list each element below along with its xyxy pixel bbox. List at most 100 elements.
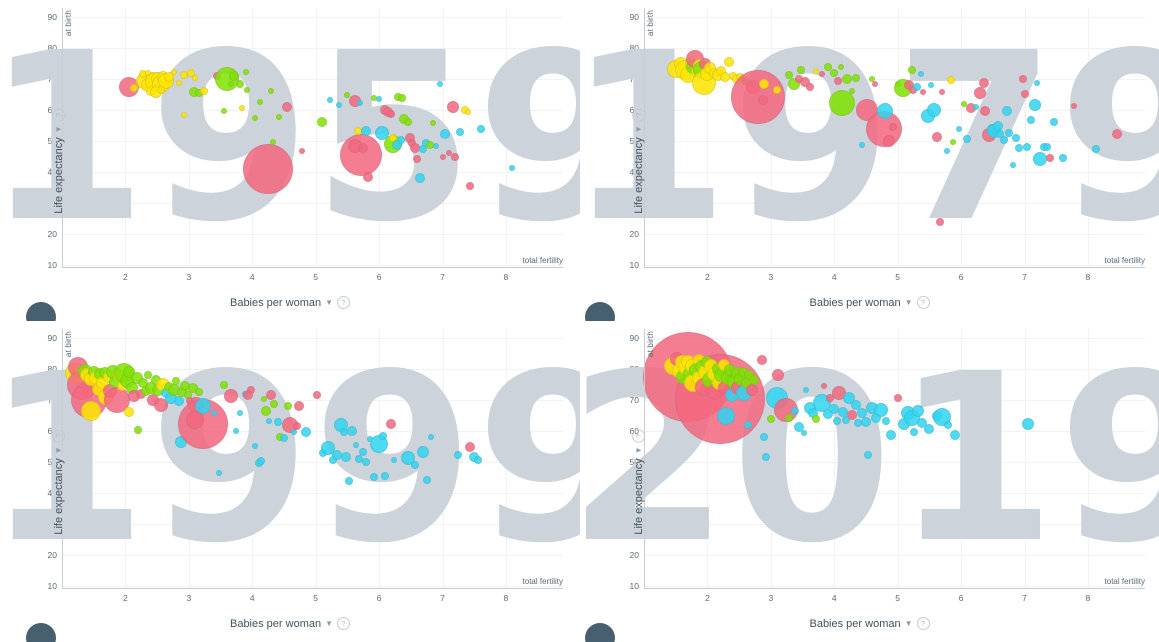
- bubble[interactable]: [841, 74, 852, 85]
- bubble[interactable]: [749, 375, 760, 386]
- bubble[interactable]: [882, 135, 895, 148]
- bubble[interactable]: [354, 455, 363, 463]
- bubble[interactable]: [812, 414, 821, 423]
- bubble[interactable]: [216, 470, 223, 477]
- bubble[interactable]: [173, 396, 184, 407]
- bubble[interactable]: [1049, 117, 1058, 126]
- bubble[interactable]: [766, 414, 775, 423]
- y-axis-title[interactable]: Life expectancy ▼?: [632, 107, 646, 213]
- bubble[interactable]: [269, 138, 276, 145]
- bubble[interactable]: [821, 382, 828, 389]
- bubble[interactable]: [170, 69, 177, 76]
- bubble[interactable]: [353, 442, 360, 449]
- bubble[interactable]: [256, 99, 263, 106]
- bubble[interactable]: [339, 427, 348, 436]
- bubble[interactable]: [439, 153, 446, 160]
- bubble[interactable]: [1026, 116, 1035, 125]
- panel-1999[interactable]: 23456789080706050403020101999at birthtot…: [0, 321, 580, 642]
- bubble[interactable]: [744, 420, 752, 429]
- bubble[interactable]: [960, 100, 967, 107]
- bubble[interactable]: [144, 371, 153, 380]
- help-icon[interactable]: ?: [916, 296, 930, 309]
- bubble[interactable]: [946, 75, 955, 84]
- plot-area-1979[interactable]: 23456789080706050403020101979at birthtot…: [580, 8, 1159, 281]
- bubble[interactable]: [229, 71, 240, 82]
- panel-2019[interactable]: 2 3 4 5 6 7 8 90 80 70 60 50 40 30 20 10 2019 at birth tot…: [580, 321, 1159, 642]
- bubble[interactable]: [800, 76, 811, 87]
- bubble[interactable]: [828, 90, 855, 117]
- bubble[interactable]: [773, 85, 782, 94]
- y-axis-title[interactable]: Life expectancy ▼?: [52, 428, 66, 534]
- plot-area-1999[interactable]: 23456789080706050403020101999at birthtot…: [0, 329, 580, 602]
- bubble[interactable]: [927, 102, 942, 117]
- bubble[interactable]: [413, 155, 422, 164]
- bubble[interactable]: [456, 128, 465, 137]
- bubble[interactable]: [826, 394, 835, 403]
- bubble[interactable]: [321, 441, 336, 456]
- bubble[interactable]: [1034, 79, 1041, 86]
- bubble[interactable]: [453, 451, 462, 460]
- bubble[interactable]: [1001, 106, 1012, 117]
- bubble[interactable]: [192, 74, 199, 81]
- bubble[interactable]: [860, 416, 871, 427]
- bubble[interactable]: [874, 403, 889, 418]
- bubble[interactable]: [850, 400, 861, 411]
- bubble[interactable]: [876, 102, 893, 119]
- bubble[interactable]: [745, 384, 758, 397]
- bubble[interactable]: [859, 141, 866, 148]
- bubble[interactable]: [179, 71, 188, 80]
- bubble[interactable]: [797, 65, 806, 74]
- bubble[interactable]: [292, 422, 301, 431]
- bubble[interactable]: [261, 405, 272, 416]
- bubble[interactable]: [1010, 161, 1017, 168]
- bubble[interactable]: [251, 443, 258, 449]
- bubble[interactable]: [465, 442, 476, 453]
- x-axis-title[interactable]: Babies per woman ▼?: [0, 617, 580, 630]
- chevron-down-icon[interactable]: ▼: [633, 124, 643, 133]
- bubble[interactable]: [1028, 98, 1041, 111]
- bubble[interactable]: [232, 428, 239, 435]
- bubble[interactable]: [235, 80, 244, 89]
- bubble[interactable]: [474, 455, 483, 464]
- bubble[interactable]: [963, 134, 972, 143]
- help-icon[interactable]: ?: [52, 107, 66, 121]
- bubble[interactable]: [417, 445, 430, 458]
- bubble[interactable]: [386, 109, 395, 118]
- bubble[interactable]: [134, 425, 143, 434]
- x-axis-title[interactable]: Babies per woman ▼?: [580, 617, 1159, 630]
- help-icon[interactable]: ?: [52, 428, 66, 442]
- bubble[interactable]: [451, 152, 460, 161]
- bubble[interactable]: [156, 85, 165, 94]
- bubble[interactable]: [440, 128, 451, 139]
- bubble[interactable]: [886, 430, 897, 441]
- bubble[interactable]: [446, 100, 459, 113]
- help-icon[interactable]: ?: [337, 296, 351, 309]
- bubble[interactable]: [888, 122, 897, 131]
- bubble[interactable]: [910, 427, 919, 436]
- chevron-down-icon[interactable]: ▼: [53, 445, 63, 454]
- bubble[interactable]: [357, 99, 364, 106]
- bubble[interactable]: [414, 173, 425, 184]
- bubble[interactable]: [436, 80, 443, 87]
- bubble[interactable]: [227, 81, 234, 88]
- help-icon[interactable]: ?: [632, 107, 646, 121]
- bubble[interactable]: [973, 104, 980, 111]
- bubble[interactable]: [717, 406, 736, 425]
- bubble[interactable]: [397, 94, 406, 103]
- bubble[interactable]: [790, 406, 799, 415]
- bubble[interactable]: [362, 172, 373, 182]
- bubble[interactable]: [239, 104, 246, 111]
- bubble[interactable]: [911, 405, 924, 418]
- bubble[interactable]: [378, 432, 387, 441]
- bubble[interactable]: [1000, 136, 1009, 145]
- bubble[interactable]: [396, 136, 405, 145]
- bubble[interactable]: [385, 418, 396, 429]
- bubble[interactable]: [172, 377, 181, 385]
- bubble[interactable]: [1005, 129, 1014, 138]
- bubble[interactable]: [823, 62, 832, 71]
- bubble[interactable]: [181, 111, 188, 118]
- bubble[interactable]: [335, 101, 342, 108]
- bubble[interactable]: [916, 418, 927, 429]
- bubble[interactable]: [282, 102, 293, 113]
- bubble[interactable]: [200, 86, 209, 95]
